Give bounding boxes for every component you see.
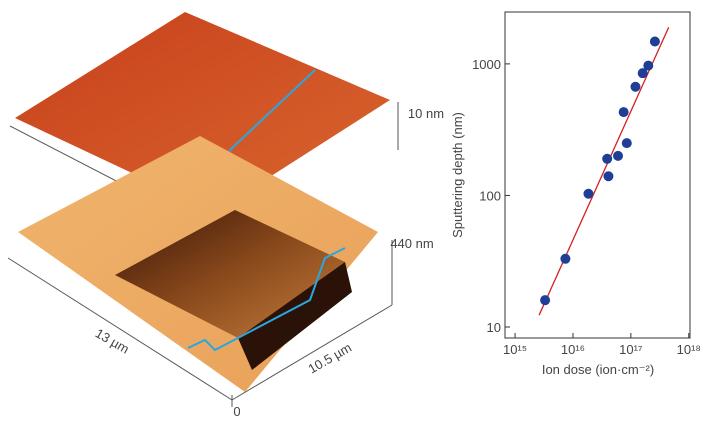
data-point <box>619 107 629 117</box>
plot-frame <box>505 12 690 338</box>
x-tick-label: 10¹⁸ <box>677 342 701 357</box>
data-point <box>583 189 593 199</box>
data-point <box>650 36 660 46</box>
data-point <box>602 154 612 164</box>
data-point <box>540 295 550 305</box>
y-axis-title: Sputtering depth (nm) <box>450 112 465 238</box>
origin-label: 0 <box>233 404 240 419</box>
y-tick-label: 10 <box>487 320 501 335</box>
data-point <box>643 61 653 71</box>
width-label: 13 µm <box>93 326 132 357</box>
length-label: 10.5 µm <box>306 340 354 377</box>
data-point <box>603 171 613 181</box>
scatter-chart: Ion dose (ion·cm⁻²) Sputtering depth (nm… <box>450 12 701 377</box>
data-point <box>622 138 632 148</box>
data-point <box>613 151 623 161</box>
x-tick-label: 10¹⁷ <box>619 342 643 357</box>
data-point <box>560 254 570 264</box>
depth-label: 440 nm <box>390 236 433 251</box>
y-tick-label: 100 <box>479 188 501 203</box>
x-tick-label: 10¹⁶ <box>561 342 585 357</box>
data-point <box>630 82 640 92</box>
afm-image: 10 nm 440 nm 13 µm 10.5 µm 0 <box>8 12 444 419</box>
x-axis-title: Ion dose (ion·cm⁻²) <box>542 362 654 377</box>
x-tick-label: 10¹⁵ <box>503 342 527 357</box>
y-tick-label: 1000 <box>472 57 501 72</box>
figure: 10 nm 440 nm 13 µm 10.5 µm 0 Ion dose (i… <box>0 0 702 423</box>
height-label: 10 nm <box>408 106 444 121</box>
